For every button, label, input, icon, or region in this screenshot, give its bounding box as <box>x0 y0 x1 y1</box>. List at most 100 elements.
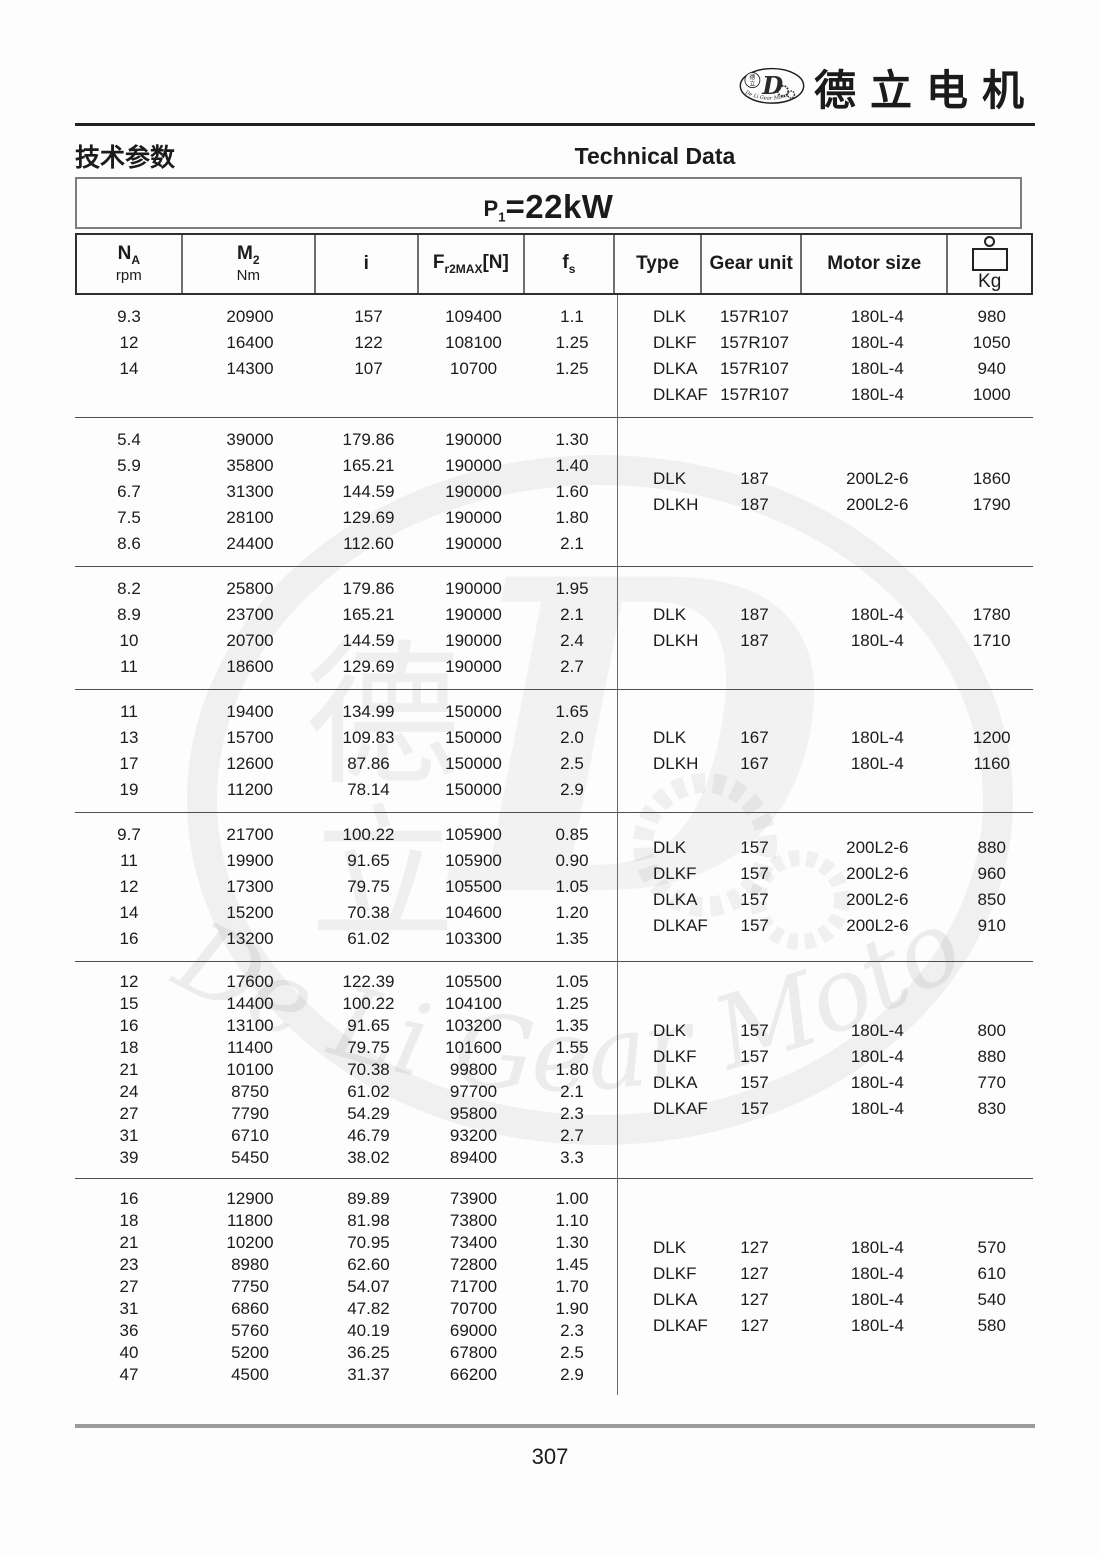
na-value: 19 <box>119 780 139 799</box>
m2-value: 24400 <box>226 534 274 553</box>
m2-value: 5450 <box>231 1148 269 1167</box>
weight-value: 610 <box>977 1264 1006 1283</box>
m2-value: 13200 <box>226 929 274 948</box>
data-row: 6.7 31300 144.59 190000 1.60 <box>75 479 617 505</box>
fs-value: 1.80 <box>555 508 589 527</box>
fs-value: 2.9 <box>560 1365 584 1384</box>
weight-value: 980 <box>977 307 1006 326</box>
fr2max-value: 73800 <box>449 1211 498 1230</box>
m2-value: 8980 <box>231 1255 269 1274</box>
fr2max-value: 150000 <box>445 702 502 721</box>
gear-unit-value: 157 <box>740 1047 769 1066</box>
m2-value: 5760 <box>231 1321 269 1340</box>
m2-value: 15200 <box>226 903 274 922</box>
na-value: 39 <box>119 1148 139 1167</box>
fr2max-value: 105500 <box>445 972 502 991</box>
table-block: 8.2 25800 179.86 190000 1.95 8.9 23700 165.21 19… <box>75 567 1033 690</box>
model-columns: DLK 157 180L-4 800 DLKF 157 180L-4 880 DLKA 157 18… <box>617 971 1033 1169</box>
ratio-value: 70.38 <box>347 903 390 922</box>
fr2max-value: 101600 <box>445 1038 502 1057</box>
fs-value: 1.30 <box>555 430 589 449</box>
ratio-value: 87.86 <box>347 754 390 773</box>
ratio-value: 62.60 <box>347 1255 390 1274</box>
ratio-value: 144.59 <box>342 631 395 650</box>
fr2max-value: 190000 <box>445 631 502 650</box>
ratio-value: 54.29 <box>347 1104 390 1123</box>
weight-body <box>971 247 1008 271</box>
motor-size-value: 180L-4 <box>850 631 904 650</box>
model-row: DLK 157 180L-4 800 <box>617 1018 1033 1044</box>
na-value: 13 <box>119 728 139 747</box>
type-value: DLKH <box>653 754 699 773</box>
gear-unit-value: 157 <box>740 1021 769 1040</box>
fs-value: 1.55 <box>555 1038 589 1057</box>
m2-value: 12900 <box>226 1189 274 1208</box>
fr2max-value: 66200 <box>449 1365 498 1384</box>
type-value: DLKA <box>653 890 698 909</box>
fs-value: 1.95 <box>555 579 589 598</box>
model-columns: DLK 187 180L-4 1780 DLKH 187 180L-4 1710 <box>617 576 1033 680</box>
model-row: DLKA 157R107 180L-4 940 <box>617 356 1033 382</box>
na-value: 16 <box>119 929 139 948</box>
header-rule <box>75 123 1035 126</box>
weight-value: 1790 <box>972 495 1011 514</box>
m2-value: 28100 <box>226 508 274 527</box>
ratio-value: 40.19 <box>347 1321 390 1340</box>
table-block: 11 19400 134.99 150000 1.65 13 15700 109.83 1500… <box>75 690 1033 813</box>
fr2max-value: 95800 <box>449 1104 498 1123</box>
weight-value: 830 <box>977 1099 1006 1118</box>
motor-size-value: 180L-4 <box>850 605 904 624</box>
fs-value: 1.00 <box>555 1189 589 1208</box>
bottom-rule <box>75 1424 1035 1428</box>
na-value: 17 <box>119 754 139 773</box>
fr2max-value: 99800 <box>449 1060 498 1079</box>
fs-value: 2.9 <box>560 780 584 799</box>
m2-value: 19900 <box>226 851 274 870</box>
gear-unit-value: 157 <box>740 1073 769 1092</box>
fr2max-value: 93200 <box>449 1126 498 1145</box>
model-row: DLK 167 180L-4 1200 <box>617 725 1033 751</box>
power-rating-box: P1 =22kW <box>75 177 1022 229</box>
fs-value: 1.30 <box>555 1233 589 1252</box>
model-columns: DLK 167 180L-4 1200 DLKH 167 180L-4 1160 <box>617 699 1033 803</box>
column-header-unit: Nm <box>236 266 260 284</box>
m2-value: 35800 <box>226 456 274 475</box>
model-columns: DLK 157 200L2-6 880 DLKF 157 200L2-6 960 DLKA 157… <box>617 822 1033 952</box>
fs-value: 1.65 <box>555 702 589 721</box>
fs-value: 2.5 <box>560 1343 584 1362</box>
fr2max-value: 190000 <box>445 534 502 553</box>
ratio-value: 91.65 <box>347 1016 390 1035</box>
weight-value: 800 <box>977 1021 1006 1040</box>
ratio-value: 46.79 <box>347 1126 390 1145</box>
na-value: 12 <box>119 877 139 896</box>
data-row: 27 7750 54.07 71700 1.70 <box>75 1276 617 1298</box>
model-row: DLKA 127 180L-4 540 <box>617 1287 1033 1313</box>
data-row: 8.9 23700 165.21 190000 2.1 <box>75 602 617 628</box>
data-row: 27 7790 54.29 95800 2.3 <box>75 1103 617 1125</box>
m2-value: 8750 <box>231 1082 269 1101</box>
fr2max-value: 70700 <box>449 1299 498 1318</box>
type-value: DLK <box>653 838 687 857</box>
model-columns: DLK 127 180L-4 570 DLKF 127 180L-4 610 DLKA 127 18… <box>617 1188 1033 1386</box>
m2-value: 20900 <box>226 307 274 326</box>
section-title-cn: 技术参数 <box>75 144 176 172</box>
weight-knob <box>984 235 996 247</box>
m2-value: 11400 <box>226 1038 273 1057</box>
fr2max-value: 105900 <box>445 825 502 844</box>
type-value: DLK <box>653 728 687 747</box>
data-row: 40 5200 36.25 67800 2.5 <box>75 1342 617 1364</box>
model-row: DLKH 187 200L2-6 1790 <box>617 492 1033 518</box>
fr2max-value: 108100 <box>445 333 502 352</box>
na-value: 18 <box>119 1038 139 1057</box>
gear-unit-value: 187 <box>740 605 769 624</box>
data-row: 5.9 35800 165.21 190000 1.40 <box>75 453 617 479</box>
na-value: 12 <box>119 972 139 991</box>
na-value: 23 <box>119 1255 139 1274</box>
ratio-value: 179.86 <box>342 579 395 598</box>
speed-columns: 9.7 21700 100.22 105900 0.85 11 19900 91.65 1059… <box>75 822 617 952</box>
model-row: DLKAF 157 180L-4 830 <box>617 1096 1033 1122</box>
weight-value: 910 <box>977 916 1006 935</box>
type-value: DLKA <box>653 359 698 378</box>
m2-value: 16400 <box>226 333 274 352</box>
ratio-value: 129.69 <box>342 657 395 676</box>
